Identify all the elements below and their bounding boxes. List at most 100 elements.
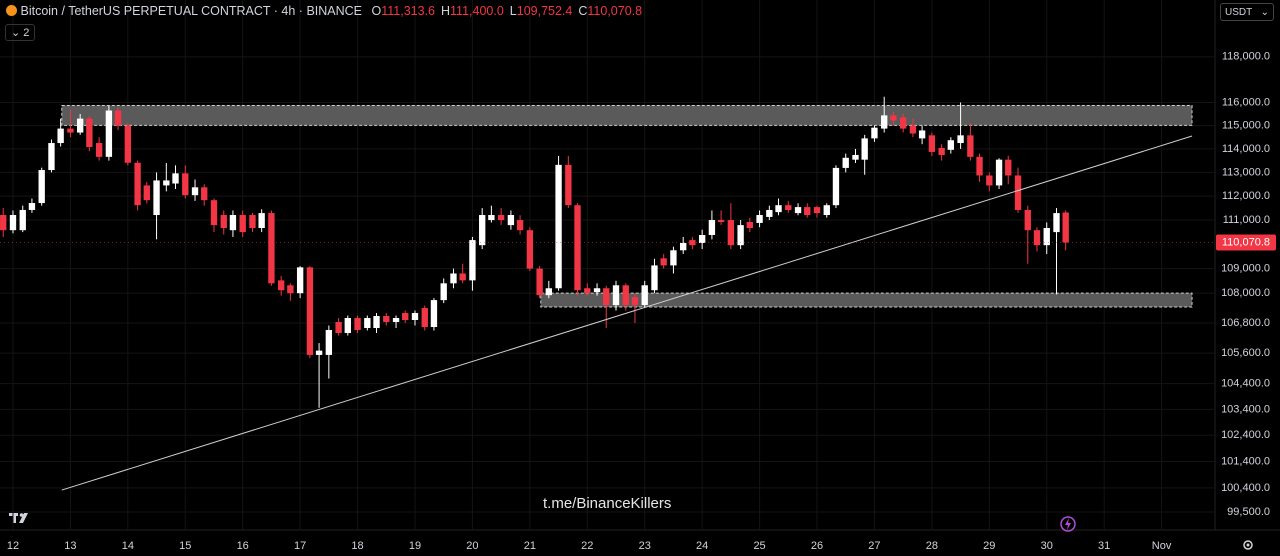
candle-body (947, 140, 954, 150)
y-tick-label: 113,000.0 (1222, 166, 1270, 178)
x-tick-label: 15 (179, 540, 191, 552)
candle-body (584, 288, 591, 294)
y-tick-label: 115,000.0 (1222, 119, 1270, 131)
candle-body (373, 316, 380, 329)
candle-body (651, 265, 658, 291)
candle-body (918, 130, 926, 139)
last-price-tag (1216, 234, 1276, 251)
candle-body (909, 125, 917, 134)
candle-body (392, 318, 400, 323)
candle-body (574, 205, 581, 291)
legend-header: Bitcoin / TetherUS PERPETUAL CONTRACT · … (6, 4, 642, 18)
lightning-icon[interactable] (1060, 516, 1076, 532)
candle-body (717, 220, 725, 222)
candle-body (823, 205, 830, 216)
currency-select[interactable]: USDT ⌄ (1220, 3, 1274, 21)
candle-body (497, 215, 505, 221)
candle-body (507, 215, 515, 226)
candles (0, 96, 1069, 408)
candle-body (306, 267, 314, 355)
ohlc-key: H (441, 4, 451, 18)
candle-body (890, 115, 897, 121)
candle-body (163, 180, 170, 186)
y-tick-label: 116,000.0 (1222, 96, 1270, 108)
candle-body (153, 180, 160, 216)
candle-body (967, 135, 974, 157)
candle-body (9, 215, 17, 231)
candle-body (220, 215, 227, 229)
candle-body (19, 209, 26, 231)
candle-body (57, 128, 64, 144)
candle-body (899, 117, 907, 129)
ohlc-key: C (578, 4, 588, 18)
indicator-badge[interactable]: ⌄ 2 (5, 24, 36, 41)
candle-body (842, 157, 849, 168)
y-tick-label: 105,600.0 (1221, 347, 1270, 359)
candle-body (593, 288, 601, 293)
x-tick-label: 13 (64, 540, 76, 552)
candle-body (488, 215, 495, 221)
x-tick-label: 12 (7, 540, 19, 552)
candle-body (1014, 175, 1022, 210)
candle-body (612, 285, 620, 306)
candle-body (785, 205, 792, 210)
last-price-label: 110,070.8 (1222, 236, 1270, 248)
x-tick-label: 20 (466, 540, 478, 552)
y-tick-label: 106,800.0 (1221, 317, 1270, 329)
symbol-icon (6, 5, 17, 16)
y-tick-label: 100,400.0 (1221, 482, 1270, 494)
ohlc-value: 109,752.4 (516, 4, 573, 18)
candle-body (0, 215, 7, 231)
candle-body (364, 318, 371, 329)
candle-body (114, 110, 122, 126)
candle-body (38, 170, 45, 204)
candle-body (287, 285, 294, 294)
candle-body (861, 138, 868, 160)
candle-body (191, 187, 199, 196)
candle-body (201, 187, 208, 201)
candle-body (881, 115, 888, 129)
candle-body (67, 128, 74, 133)
x-tick-label: 19 (409, 540, 421, 552)
x-tick-label: Nov (1152, 540, 1172, 552)
candle-body (459, 273, 466, 281)
candle-body (727, 220, 735, 246)
candle-body (278, 280, 285, 291)
y-tick-label: 112,000.0 (1222, 190, 1270, 202)
candle-body (976, 156, 983, 176)
candle-body (239, 215, 246, 233)
x-tick-label: 17 (294, 540, 306, 552)
x-tick-label: 14 (122, 540, 134, 552)
candle-body (660, 258, 667, 266)
ohlc: O111,313.6 H111,400.0 L109,752.4 C110,070.8 (366, 4, 643, 18)
candle-body (450, 273, 457, 284)
candle-body (516, 220, 524, 231)
candle-body (440, 283, 447, 301)
candle-body (210, 200, 218, 226)
symbol-title: Bitcoin / TetherUS PERPETUAL CONTRACT · … (20, 4, 363, 18)
candle-body (565, 164, 572, 206)
candle-body (526, 230, 534, 269)
x-tick-label: 23 (639, 540, 651, 552)
candle-body (143, 185, 150, 201)
candle-body (938, 147, 945, 155)
x-tick-label: 24 (696, 540, 708, 552)
settings-icon[interactable] (1243, 540, 1253, 550)
candle-body (813, 207, 821, 214)
candle-body (957, 135, 964, 144)
x-tick-label: 21 (524, 540, 536, 552)
candle-body (832, 167, 840, 206)
candle-body (325, 330, 333, 355)
candle-body (383, 316, 390, 323)
y-tick-label: 114,000.0 (1222, 143, 1270, 155)
candle-body (182, 173, 189, 196)
candle-body (354, 318, 361, 331)
candle-body (479, 215, 486, 246)
candle-body (1062, 212, 1069, 243)
x-tick-label: 30 (1041, 540, 1053, 552)
candle-body (86, 118, 93, 148)
candle-body (1043, 228, 1050, 246)
x-tick-label: 22 (581, 540, 593, 552)
x-tick-label: 25 (753, 540, 765, 552)
